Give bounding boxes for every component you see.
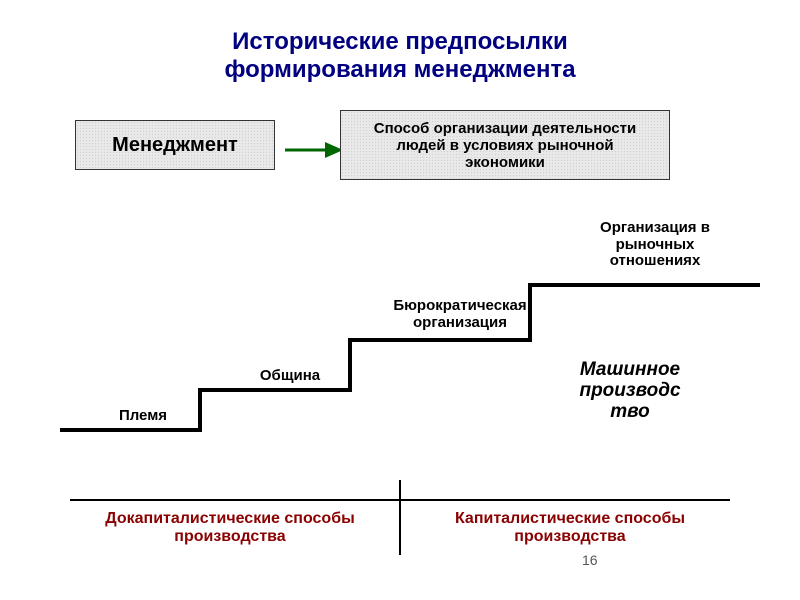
title-line-1: Исторические предпосылки (0, 28, 800, 56)
definition-box: Способ организации деятельности людей в … (340, 110, 670, 180)
step-label-community: Община (240, 368, 340, 385)
machine-production-label: Машинное производс тво (540, 360, 720, 423)
step-label-market-org: Организация в рыночных отношениях (560, 220, 750, 270)
definition-line-1: Способ организации деятельности (374, 120, 636, 137)
staircase-diagram: Племя Община Бюрократическая организация… (60, 240, 760, 510)
capitalist-label: Капиталистические способы производства (410, 510, 730, 547)
precapitalist-label: Докапиталистические способы производства (70, 510, 390, 547)
slide-title: Исторические предпосылки формирования ме… (0, 0, 800, 83)
definition-line-2: людей в условиях рыночной (374, 137, 636, 154)
page-number: 16 (582, 552, 598, 568)
step-label-bureaucratic: Бюрократическая организация (360, 298, 560, 331)
arrow-icon (285, 138, 345, 167)
step-label-tribe: Племя (98, 408, 188, 425)
management-box: Менеджмент (75, 120, 275, 170)
definition-line-3: экономики (374, 154, 636, 171)
title-line-2: формирования менеджмента (0, 56, 800, 84)
management-box-text: Менеджмент (112, 134, 238, 157)
